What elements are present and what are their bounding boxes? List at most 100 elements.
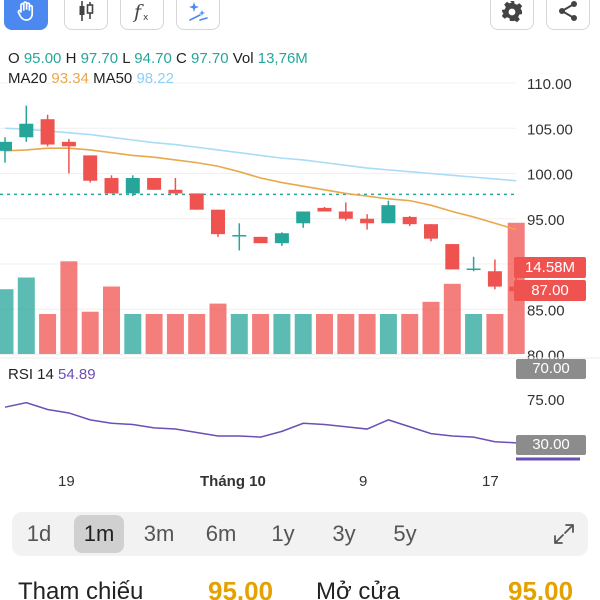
candle-body <box>466 268 481 271</box>
last-price-tag: 87.00 <box>514 280 586 301</box>
candle-body <box>253 236 268 244</box>
volume-bar <box>337 314 355 354</box>
candle-body <box>317 207 332 212</box>
candle-body <box>296 211 311 224</box>
volume-bar <box>486 314 504 354</box>
volume-bar <box>0 289 14 354</box>
period-3y[interactable]: 3y <box>332 521 356 546</box>
magic-indicator-icon <box>189 2 208 21</box>
candle-body <box>424 224 438 239</box>
rsi-tick-75: 75.00 <box>527 392 565 409</box>
share-button[interactable] <box>546 0 590 30</box>
magic-indicator-button[interactable] <box>176 0 220 30</box>
low-label: L <box>122 50 131 67</box>
expand-button[interactable] <box>552 522 576 551</box>
period-1y[interactable]: 1y <box>271 521 295 546</box>
volume-bar <box>422 301 440 354</box>
expand-icon <box>554 524 574 544</box>
volume-bar <box>166 314 184 354</box>
period-1d[interactable]: 1d <box>26 521 52 546</box>
ohlc-legend: O 95.00 H 97.70 L 94.70 C 97.70 Vol 13,7… <box>8 50 308 67</box>
volume-bar <box>294 314 312 354</box>
y-tick-label: 105.00 <box>527 121 573 138</box>
y-tick-label: 95.00 <box>527 212 565 229</box>
high-value: 97.70 <box>80 50 119 67</box>
function-button[interactable]: f x <box>120 0 164 30</box>
candle-body <box>40 119 55 145</box>
period-3m[interactable]: 3m <box>143 521 175 546</box>
rsi-upper-tag: 70.00 <box>516 359 586 379</box>
ma20-line <box>4 147 517 231</box>
svg-text:f: f <box>132 1 144 23</box>
candlestick-icon <box>79 1 94 21</box>
x-label-9: 9 <box>359 473 368 490</box>
volume-bar <box>145 314 163 354</box>
function-icon: f x <box>132 1 149 23</box>
candle-body <box>402 216 417 225</box>
rsi-label: RSI 14 <box>8 366 54 383</box>
period-1m[interactable]: 1m <box>74 515 124 553</box>
period-5y[interactable]: 5y <box>393 521 417 546</box>
open-price-label: Mở cửa <box>316 578 400 600</box>
rsi-legend: RSI 14 54.89 <box>8 366 96 383</box>
candle-body <box>61 141 76 147</box>
rsi-value: 54.89 <box>58 366 96 383</box>
open-price-value: 95.00 <box>508 576 574 600</box>
period-6m[interactable]: 6m <box>205 521 237 546</box>
volume-tag: 14.58M <box>514 257 586 278</box>
volume-bar <box>252 314 270 354</box>
rsi-line <box>4 401 517 444</box>
ma50-label: MA50 <box>93 70 133 87</box>
draw-hand-button[interactable] <box>4 0 48 30</box>
reference-label: Tham chiếu <box>18 578 144 600</box>
candle-body <box>360 218 375 224</box>
ma20-value: 93.34 <box>51 70 89 87</box>
candle-body <box>19 123 34 138</box>
close-label: C <box>175 50 187 67</box>
volume-bar <box>401 314 419 354</box>
open-label: O <box>8 50 20 67</box>
candle-body <box>381 205 396 224</box>
candle-body <box>232 235 247 237</box>
volume-bar <box>379 314 397 354</box>
ma20-label: MA20 <box>8 70 48 87</box>
volume-bar <box>103 286 120 354</box>
candlestick-button[interactable] <box>64 0 108 30</box>
high-label: H <box>65 50 77 67</box>
ma50-line <box>4 127 517 182</box>
candle-body <box>211 209 225 235</box>
share-icon <box>559 1 577 21</box>
candle-body <box>0 141 12 151</box>
candle-body <box>445 244 460 270</box>
volume-bar <box>17 277 35 354</box>
x-label-month: Tháng 10 <box>200 473 266 490</box>
y-tick-label: 85.00 <box>527 302 565 319</box>
settings-button[interactable] <box>490 0 534 30</box>
candle-body <box>189 193 204 210</box>
volume-bar <box>60 261 78 354</box>
volume-bar <box>316 314 333 354</box>
y-tick-label: 100.00 <box>527 167 573 184</box>
ma-legend: MA20 93.34 MA50 98.22 <box>8 70 174 87</box>
candle-body <box>487 271 502 287</box>
volume-value: 13,76M <box>257 50 308 67</box>
svg-text:x: x <box>143 13 149 23</box>
volume-bar <box>273 314 291 354</box>
volume-bar <box>209 303 227 354</box>
candle-body <box>274 233 289 244</box>
volume-label: Vol <box>232 50 254 67</box>
volume-bar <box>124 314 142 354</box>
candle-body <box>104 178 119 194</box>
close-value: 97.70 <box>191 50 229 67</box>
volume-bar <box>39 314 57 354</box>
candle-body <box>338 211 353 219</box>
volume-bar <box>188 314 206 354</box>
chart-toolbar: f x <box>0 0 600 34</box>
ma50-value: 98.22 <box>136 70 174 87</box>
open-value: 95.00 <box>23 50 62 67</box>
rsi-lower-tag: 30.00 <box>516 435 586 455</box>
low-value: 94.70 <box>134 50 172 67</box>
y-tick-label: 110.00 <box>527 76 572 93</box>
candle-body <box>168 189 183 194</box>
